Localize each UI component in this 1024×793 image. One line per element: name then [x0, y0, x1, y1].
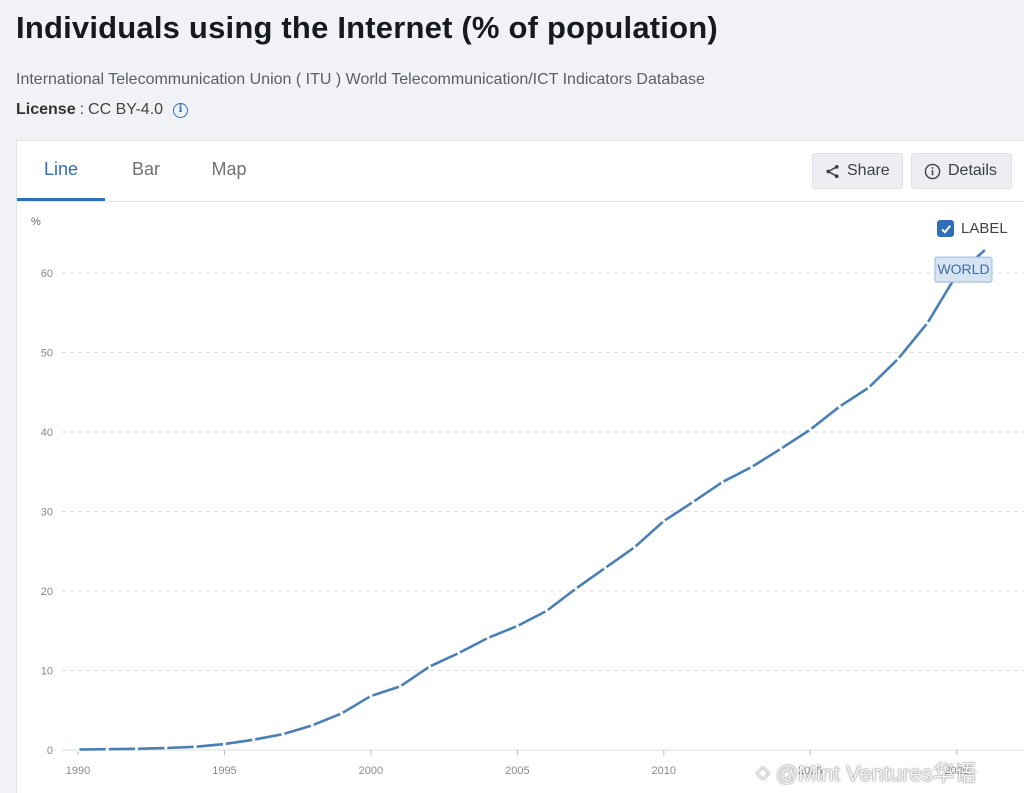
source-text: International Telecommunication Union ( … — [16, 71, 705, 88]
series-label-box — [934, 256, 993, 283]
diamond-logo-icon: ◇ — [756, 761, 770, 782]
watermark: ◇ @Mint Ventures华语 — [756, 756, 977, 788]
details-label: Details — [948, 162, 997, 179]
data-point — [515, 624, 519, 628]
y-tick-label: 40 — [41, 427, 53, 439]
data-point — [105, 747, 109, 751]
series-label-world: WORLD — [937, 261, 989, 277]
share-button[interactable]: Share — [812, 153, 903, 189]
chart-tabs: Line Bar Map — [17, 141, 1024, 202]
x-tick-label: 1990 — [66, 765, 90, 777]
data-point — [134, 747, 139, 751]
y-tick-label: 50 — [41, 348, 53, 360]
y-tick-label: 20 — [41, 586, 53, 598]
data-point — [720, 480, 724, 484]
data-point — [340, 711, 344, 716]
data-point — [808, 428, 812, 432]
chart-card: Line Bar Map Share Details % 0 10 20 30 40 50 6… — [16, 140, 1024, 793]
data-point — [632, 545, 637, 549]
data-point — [574, 587, 578, 591]
data-point — [925, 321, 930, 325]
data-point — [252, 738, 256, 742]
data-point — [867, 385, 871, 390]
line-chart: % 0 10 20 30 40 50 60 1990 1995 2000 2005 2010 2015 20… — [31, 216, 1024, 777]
data-point — [603, 566, 607, 570]
data-point — [281, 732, 285, 736]
check-icon — [940, 224, 951, 234]
details-button[interactable]: Details — [911, 153, 1012, 189]
y-axis-unit-label: % — [31, 216, 41, 228]
x-tick-label: 1995 — [212, 765, 236, 777]
data-point — [427, 664, 432, 669]
data-point — [779, 447, 783, 451]
x-tick-label: 2015 — [798, 765, 822, 777]
info-circle-icon — [924, 163, 941, 179]
data-point — [691, 500, 695, 504]
data-point — [222, 742, 227, 746]
data-point — [662, 519, 666, 523]
y-tick-label: 10 — [41, 666, 53, 678]
x-tick-label: 2005 — [505, 765, 529, 777]
watermark-text: @Mint Ventures华语 — [775, 761, 977, 786]
label-toggle-text: LABEL — [961, 220, 1008, 237]
data-point — [750, 465, 754, 469]
license-key: License — [16, 101, 76, 118]
x-tick-label: 2020 — [944, 765, 968, 777]
data-point — [984, 247, 988, 251]
data-point — [896, 357, 900, 361]
x-tick-label: 2000 — [359, 765, 383, 777]
y-tick-label: 60 — [41, 268, 53, 280]
page-title: Individuals using the Internet (% of pop… — [16, 10, 718, 45]
tab-line[interactable]: Line — [17, 141, 105, 201]
data-point — [369, 694, 373, 698]
data-point — [457, 651, 461, 655]
data-point — [398, 684, 402, 689]
data-point — [76, 748, 80, 752]
label-toggle[interactable]: LABEL — [937, 220, 1008, 237]
tab-map[interactable]: Map — [211, 159, 247, 179]
series-line-world — [76, 247, 988, 751]
y-tick-label: 0 — [47, 745, 53, 757]
tab-bar[interactable]: Bar — [131, 159, 160, 179]
license: License : CC BY-4.0 i — [16, 101, 189, 119]
license-separator: : — [79, 101, 85, 118]
share-label: Share — [847, 162, 890, 179]
label-checkbox[interactable] — [937, 220, 954, 237]
license-value: CC BY-4.0 — [88, 101, 164, 118]
data-point — [486, 636, 490, 640]
data-point — [193, 745, 197, 749]
data-point — [837, 404, 842, 409]
share-icon — [826, 164, 839, 178]
y-tick-label: 30 — [41, 507, 53, 519]
data-point — [164, 746, 168, 750]
data-point — [545, 609, 549, 613]
data-point — [310, 723, 314, 727]
info-icon[interactable]: i — [173, 102, 189, 118]
x-tick-label: 2010 — [652, 765, 676, 777]
